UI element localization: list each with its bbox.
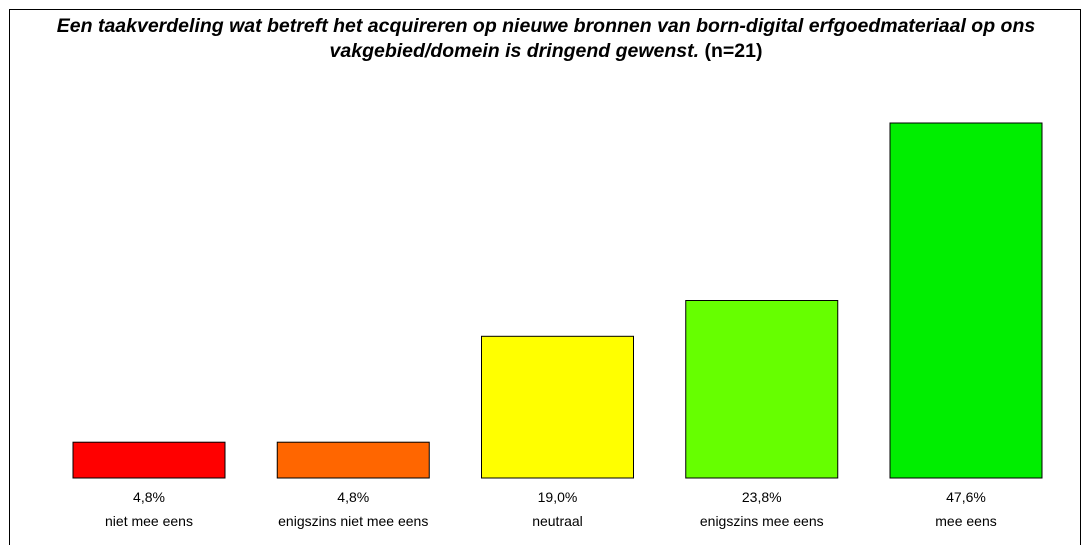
bar bbox=[685, 300, 839, 479]
chart-title: Een taakverdeling wat betreft het acquir… bbox=[56, 15, 1036, 62]
x-tick-label: neutraal bbox=[532, 513, 583, 529]
bar bbox=[276, 441, 430, 479]
x-tick-label: niet mee eens bbox=[105, 513, 193, 529]
value-label: 19,0% bbox=[538, 489, 578, 505]
bar bbox=[481, 335, 634, 479]
x-tick-label: enigszins niet mee eens bbox=[278, 513, 428, 529]
value-label: 23,8% bbox=[742, 489, 782, 505]
x-tick-label: mee eens bbox=[935, 513, 996, 529]
chart-frame bbox=[9, 9, 1081, 545]
title-block: Een taakverdeling wat betreft het acquir… bbox=[30, 14, 1062, 64]
chart-subtitle: (n=21) bbox=[704, 40, 763, 62]
x-tick-label: enigszins mee eens bbox=[700, 513, 824, 529]
value-label: 4,8% bbox=[337, 489, 369, 505]
bar bbox=[72, 441, 226, 479]
value-label: 47,6% bbox=[946, 489, 986, 505]
value-label: 4,8% bbox=[133, 489, 165, 505]
bar bbox=[889, 122, 1043, 479]
